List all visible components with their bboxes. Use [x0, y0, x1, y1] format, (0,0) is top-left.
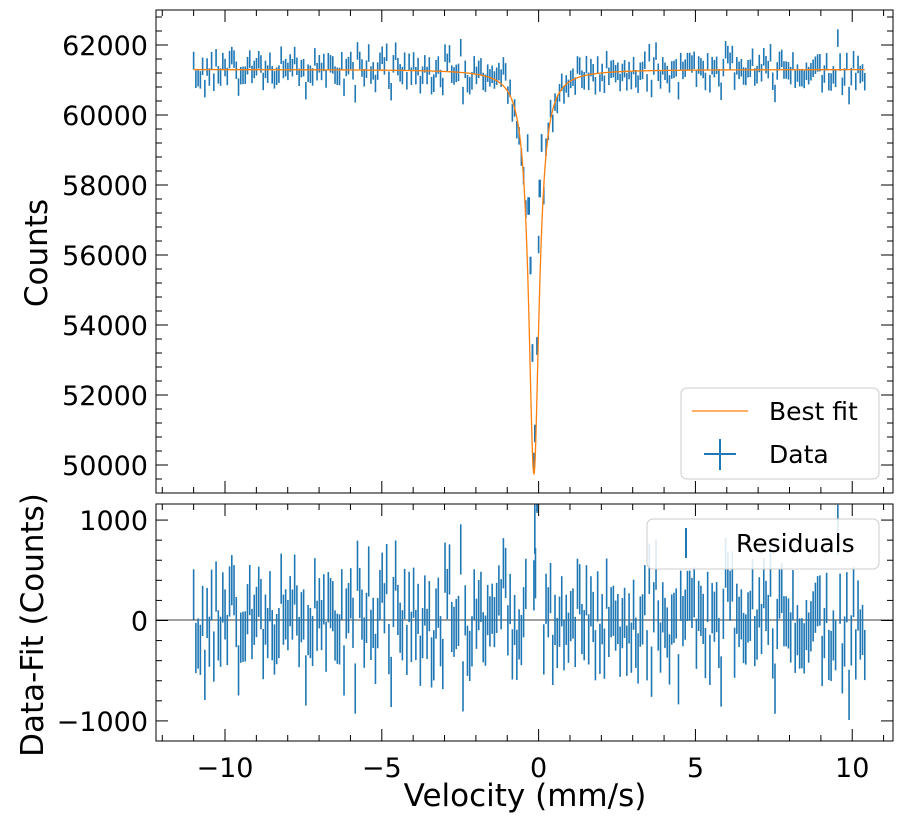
bottom-y-tick-label: 1000: [79, 506, 148, 537]
x-tick-label: 0: [530, 753, 547, 784]
x-tick-label: 5: [687, 753, 704, 784]
top-y-tick-label: 62000: [62, 31, 148, 62]
bottom-x-tick-labels: −10 −5 0 5 10: [197, 753, 870, 784]
best-fit-legend-label: Best fit: [769, 397, 858, 426]
x-axis-title: Velocity (mm/s): [404, 778, 647, 814]
bottom-legend-box: [646, 518, 880, 570]
bottom-series-group: [192, 504, 866, 720]
top-panel: 50000 52000 54000 56000 58000 60000 62000 Coun…: [19, 9, 894, 494]
top-y-tick-label: 52000: [62, 381, 148, 412]
top-y-axis-title: Counts: [19, 199, 55, 307]
data-legend-swatch: [704, 439, 736, 470]
bottom-y-tick-label: 0: [131, 606, 148, 637]
residuals-legend-label: Residuals: [736, 529, 855, 558]
top-y-tick-label: 58000: [62, 171, 148, 202]
bottom-panel: −1000 0 1000 −10 −5 0 5 10 Data-Fit (Counts) V…: [15, 493, 894, 814]
top-y-tick-label: 60000: [62, 101, 148, 132]
bottom-tick-group: [156, 504, 893, 742]
bottom-y-tick-label: −1000: [57, 707, 148, 738]
top-tick-group: [156, 10, 893, 494]
top-y-tick-label: 50000: [62, 451, 148, 482]
top-series-group: [192, 29, 866, 476]
top-plot-frame: [155, 9, 894, 494]
bottom-legend: Residuals: [646, 518, 880, 570]
top-legend: Best fit Data: [680, 387, 880, 480]
top-y-tick-label: 54000: [62, 311, 148, 342]
top-y-tick-label: 56000: [62, 241, 148, 272]
x-tick-label: 10: [835, 753, 869, 784]
x-tick-label: −5: [362, 753, 402, 784]
bottom-y-axis-title: Data-Fit (Counts): [15, 493, 51, 757]
best-fit-curve: [193, 68, 865, 476]
bottom-y-tick-labels: −1000 0 1000: [57, 506, 148, 738]
x-tick-label: −10: [197, 753, 254, 784]
bottom-plot-frame: [155, 503, 894, 742]
top-y-tick-labels: 50000 52000 54000 56000 58000 60000 62000: [62, 31, 148, 482]
data-legend-label: Data: [769, 440, 829, 469]
